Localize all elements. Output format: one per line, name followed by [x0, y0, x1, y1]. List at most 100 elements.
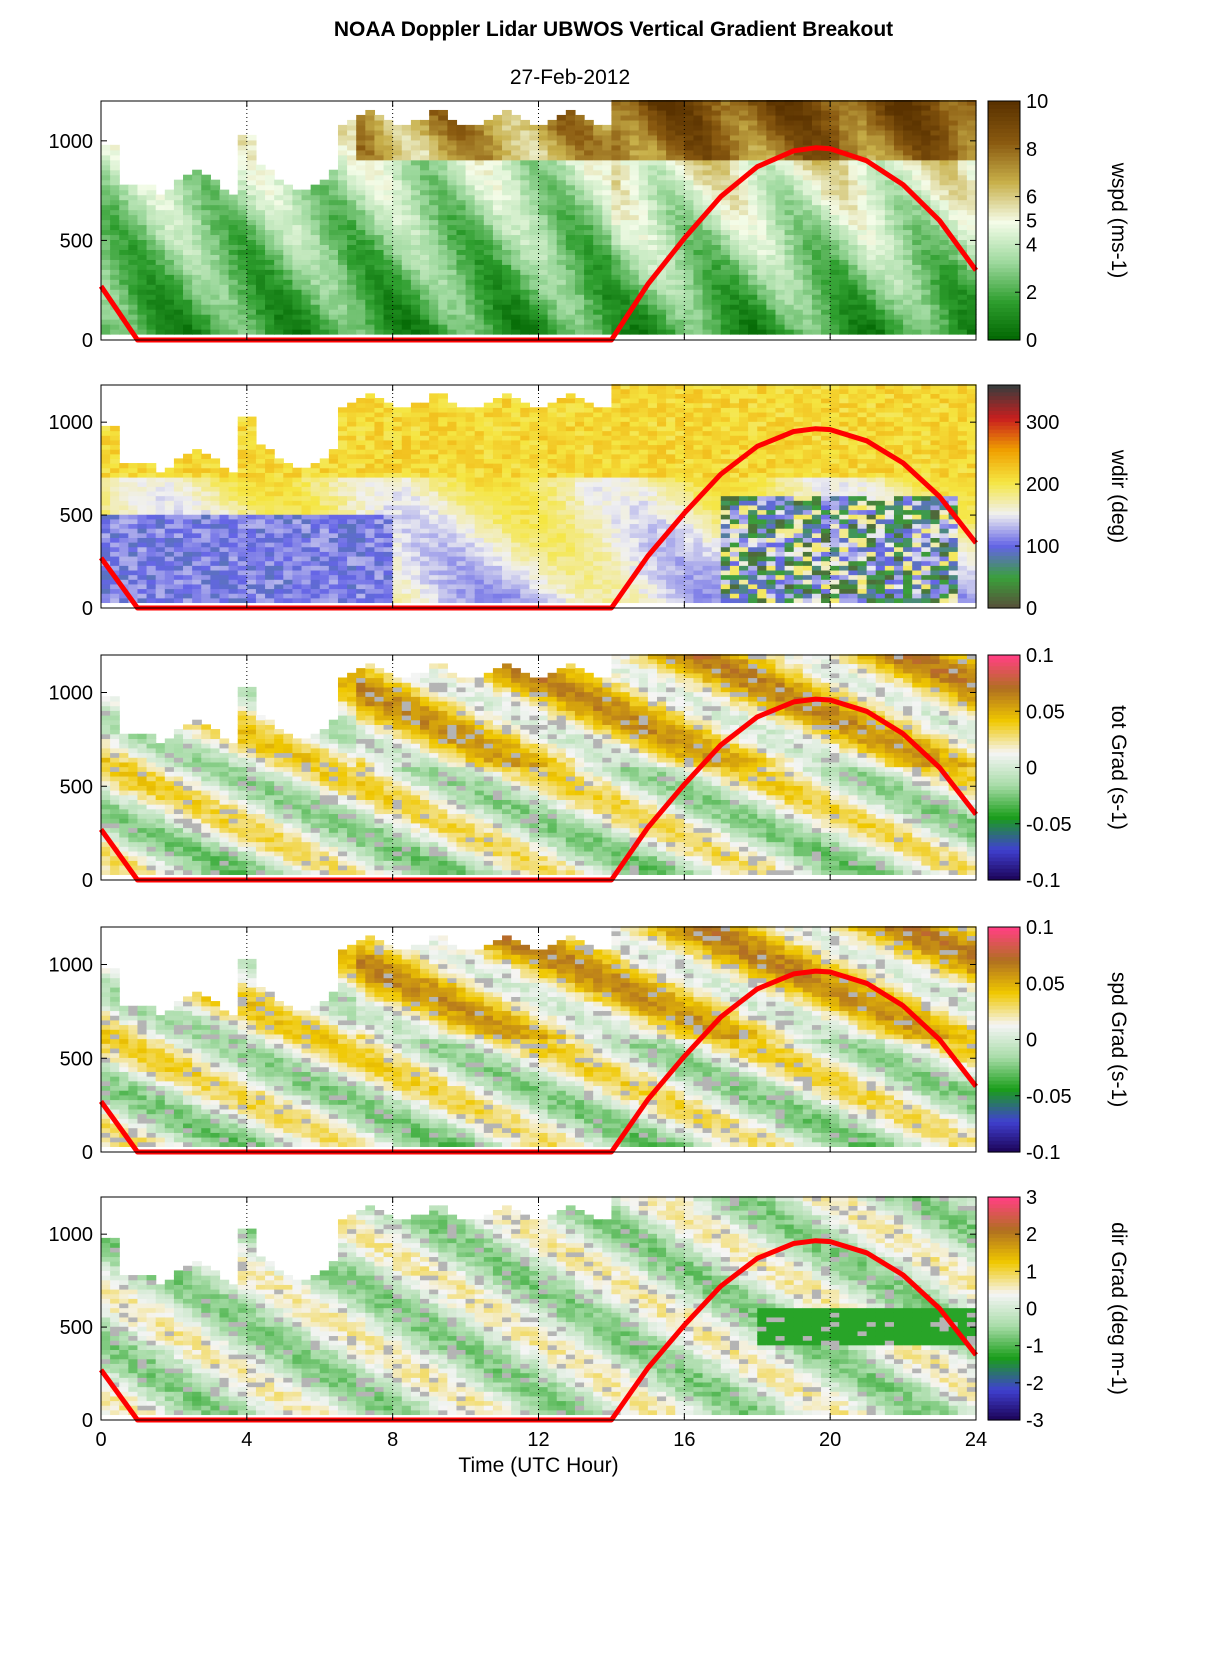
heatmap-cell: [219, 510, 229, 515]
heatmap-cell: [949, 190, 959, 196]
heatmap-cell: [311, 588, 321, 593]
colorbar-swatch: [988, 165, 1020, 170]
heatmap-cell: [730, 205, 740, 211]
heatmap-cell: [156, 496, 166, 501]
heatmap-cell: [320, 239, 330, 245]
heatmap-cell: [894, 195, 904, 201]
heatmap-cell: [794, 274, 804, 280]
heatmap-cell: [256, 468, 266, 473]
heatmap-cell: [630, 289, 640, 295]
heatmap-cell: [876, 309, 886, 315]
heatmap-cell: [475, 279, 485, 285]
colorbar-swatch: [988, 153, 1020, 158]
heatmap-cell: [429, 244, 439, 250]
heatmap-cell: [247, 570, 257, 575]
heatmap-cell: [775, 254, 785, 260]
heatmap-cell: [256, 570, 266, 575]
heatmap-cell: [256, 523, 266, 528]
heatmap-cell: [766, 309, 776, 315]
heatmap-cell: [365, 150, 375, 156]
heatmap-cell: [912, 150, 922, 156]
heatmap-cell: [165, 269, 175, 275]
heatmap-cell: [593, 205, 603, 211]
heatmap-cell: [566, 130, 576, 136]
heatmap-cell: [848, 319, 858, 325]
heatmap-cell: [274, 477, 284, 482]
heatmap-cell: [438, 224, 448, 230]
heatmap-cell: [338, 565, 348, 570]
heatmap-cell: [739, 150, 749, 156]
heatmap-cell: [839, 105, 849, 111]
heatmap-cell: [575, 279, 585, 285]
heatmap-cell: [110, 200, 120, 206]
heatmap-cell: [593, 180, 603, 186]
heatmap-cell: [247, 170, 257, 176]
heatmap-cell: [274, 491, 284, 496]
heatmap-cell: [119, 468, 129, 473]
heatmap-cell: [657, 140, 667, 146]
heatmap-cell: [338, 426, 348, 431]
heatmap-cell: [456, 299, 466, 305]
heatmap-cell: [848, 279, 858, 285]
heatmap-cell: [639, 150, 649, 156]
heatmap-cell: [949, 205, 959, 211]
heatmap-cell: [621, 135, 631, 141]
heatmap-cell: [894, 304, 904, 310]
heatmap-cell: [374, 309, 384, 315]
heatmap-cell: [766, 324, 776, 330]
heatmap-cell: [630, 279, 640, 285]
heatmap-cell: [575, 304, 585, 310]
heatmap-cell: [292, 220, 302, 226]
heatmap-cell: [967, 125, 977, 131]
heatmap-cell: [128, 254, 138, 260]
heatmap-cell: [520, 279, 530, 285]
heatmap-cell: [830, 185, 840, 191]
colorbar-swatch: [988, 324, 1020, 329]
heatmap-cell: [921, 309, 931, 315]
heatmap-cell: [575, 259, 585, 265]
heatmap-cell: [876, 324, 886, 330]
heatmap-cell: [365, 120, 375, 126]
heatmap-cell: [666, 304, 676, 310]
heatmap-cell: [210, 259, 220, 265]
y-tick-label: 500: [60, 230, 93, 252]
heatmap-cell: [621, 264, 631, 270]
heatmap-cell: [356, 140, 366, 146]
heatmap-cell: [593, 125, 603, 131]
heatmap-cell: [475, 264, 485, 270]
heatmap-cell: [730, 299, 740, 305]
heatmap-cell: [374, 220, 384, 226]
heatmap-cell: [520, 130, 530, 136]
heatmap-cell: [557, 324, 567, 330]
heatmap-cell: [174, 547, 184, 552]
heatmap-cell: [666, 224, 676, 230]
heatmap-cell: [529, 170, 539, 176]
heatmap-cell: [374, 279, 384, 285]
heatmap-cell: [247, 299, 257, 305]
heatmap-cell: [329, 229, 339, 235]
heatmap-cell: [520, 309, 530, 315]
heatmap-cell: [621, 234, 631, 240]
heatmap-cell: [949, 195, 959, 201]
heatmap-cell: [949, 309, 959, 315]
heatmap-cell: [484, 264, 494, 270]
heatmap-cell: [821, 234, 831, 240]
heatmap-cell: [247, 319, 257, 325]
heatmap-cell: [566, 120, 576, 126]
heatmap-cell: [219, 314, 229, 320]
heatmap-cell: [238, 570, 248, 575]
heatmap-cell: [520, 205, 530, 211]
heatmap-cell: [693, 274, 703, 280]
heatmap-cell: [183, 584, 193, 589]
heatmap-cell: [292, 593, 302, 598]
heatmap-cell: [721, 304, 731, 310]
heatmap-cell: [739, 239, 749, 245]
heatmap-cell: [712, 145, 722, 151]
heatmap-cell: [384, 215, 394, 221]
heatmap-cell: [101, 477, 111, 482]
heatmap-cell: [693, 145, 703, 151]
heatmap-cell: [338, 210, 348, 216]
heatmap-cell: [484, 269, 494, 275]
heatmap-cell: [356, 120, 366, 126]
heatmap-cell: [876, 304, 886, 310]
